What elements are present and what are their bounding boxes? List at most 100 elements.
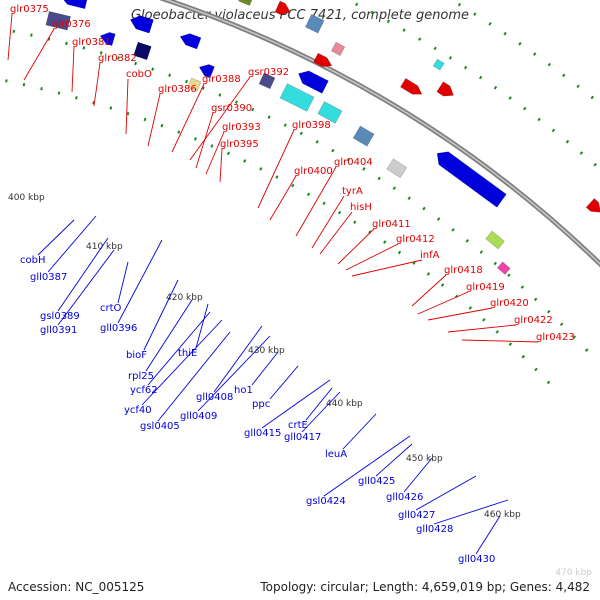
gene-label-glr0420: glr0420: [490, 298, 529, 309]
scale-label: 420 kbp: [166, 293, 203, 303]
corner-scale-label: 470 kbp: [555, 568, 592, 578]
gene-feature: [496, 261, 511, 275]
leader-line: [213, 325, 263, 393]
gene-feature: [198, 64, 215, 79]
leader-line: [117, 239, 163, 324]
leader-line: [323, 435, 411, 497]
leader-line: [47, 215, 97, 273]
leader-line: [295, 166, 337, 237]
leader-line: [411, 274, 447, 307]
leader-line: [427, 307, 493, 321]
leader-line: [147, 93, 161, 147]
gene-feature: [279, 83, 315, 112]
gene-label-glr0386: glr0386: [158, 84, 197, 95]
gene-label-tyrA: tyrA: [342, 186, 363, 197]
leader-line: [337, 228, 375, 265]
gene-feature: [129, 15, 154, 34]
gene-label-gll0408: gll0408: [196, 392, 233, 403]
gene-feature: [258, 72, 276, 90]
leader-line: [23, 28, 55, 81]
gene-feature: [298, 70, 329, 94]
gene-label-ycf62: ycf62: [130, 385, 158, 396]
gene-label-gll0428: gll0428: [416, 524, 453, 535]
gene-label-glr0393: glr0393: [222, 122, 261, 133]
leader-line: [251, 351, 279, 386]
gene-label-gll0417: gll0417: [284, 432, 321, 443]
scale-labels: 400 kbp 410 kbp 420 kbp 430 kbp 440 kbp 450 k…: [8, 193, 521, 520]
leader-line: [125, 78, 129, 135]
gene-label-ycf40: ycf40: [124, 405, 152, 416]
scale-label: 460 kbp: [484, 510, 521, 520]
gene-label-glr0412: glr0412: [396, 234, 435, 245]
gene-feature: [63, 0, 88, 10]
gene-label-glr0395: glr0395: [220, 139, 259, 150]
leader-line: [342, 413, 377, 450]
gene-feature: [436, 81, 454, 97]
gene-label-gll0396: gll0396: [100, 323, 137, 334]
gene-feature: [330, 41, 346, 57]
gene-label-gsl0389: gsl0389: [40, 311, 80, 322]
gene-label-glr0375: glr0375: [10, 4, 49, 15]
leader-line: [417, 291, 469, 315]
genome-backbone: [158, 0, 600, 268]
leader-line: [117, 261, 129, 304]
leader-line: [205, 131, 225, 175]
gene-label-gsr0390: gsr0390: [211, 103, 252, 114]
leader-line: [475, 515, 501, 555]
gene-feature: [304, 13, 325, 34]
gene-feature: [585, 198, 600, 213]
gene-feature: [432, 58, 445, 71]
scale-label: 440 kbp: [326, 399, 363, 409]
gene-feature: [274, 0, 291, 15]
backbone-highlight: [164, 0, 600, 265]
tick-ring-0: [0, 78, 554, 388]
leader-line: [261, 379, 331, 429]
leader-line: [345, 243, 399, 271]
gene-label-glr0382: glr0382: [98, 53, 137, 64]
gene-label-glr0411: glr0411: [372, 219, 411, 230]
leader-line: [197, 335, 271, 412]
gene-label-thiE: thiE: [178, 348, 197, 359]
leader-line: [219, 148, 223, 183]
leader-line: [433, 499, 509, 525]
scale-label: 410 kbp: [86, 242, 123, 252]
gene-label-gsl0424: gsl0424: [306, 496, 346, 507]
leader-line: [57, 237, 109, 312]
leader-line: [461, 339, 539, 343]
gene-feature: [386, 158, 408, 179]
scale-label: 450 kbp: [406, 454, 443, 464]
leader-line: [143, 279, 179, 351]
gene-label-gll0425: gll0425: [358, 476, 395, 487]
leader-line: [57, 249, 115, 326]
gene-label-glr0398: glr0398: [292, 120, 331, 131]
gene-label-bioF: bioF: [126, 350, 147, 361]
gene-feature: [352, 125, 375, 147]
gene-label-crtO: crtO: [100, 303, 122, 314]
gene-label-gsr0392: gsr0392: [248, 67, 289, 78]
gene-label-hisH: hisH: [350, 202, 372, 213]
gene-feature: [436, 151, 507, 208]
leader-line: [195, 303, 209, 349]
leader-line: [195, 112, 214, 169]
gene-label-gll0409: gll0409: [180, 411, 217, 422]
gene-label-infA: infA: [420, 250, 440, 261]
leader-line: [93, 62, 101, 107]
gene-label-ppc: ppc: [252, 399, 270, 410]
leader-line: [37, 219, 75, 256]
gene-label-glr0381: glr0381: [72, 37, 111, 48]
gene-feature: [45, 11, 71, 31]
accession-text: Accession: NC_005125: [8, 580, 145, 594]
gene-label-crtE: crtE: [288, 420, 308, 431]
gene-label-glr0388: glr0388: [202, 74, 241, 85]
gene-label-ho1: ho1: [234, 385, 253, 396]
leader-line: [301, 391, 341, 433]
topology-text: Topology: circular; Length: 4,659,019 bp…: [260, 580, 590, 594]
leader-line: [141, 319, 223, 406]
gene-label-cobH: cobH: [20, 255, 45, 266]
gene-label-glr0376: glr0376: [52, 19, 91, 30]
gene-label-glr0422: glr0422: [514, 315, 553, 326]
gene-feature: [400, 77, 423, 95]
gene-label-gll0430: gll0430: [458, 554, 495, 565]
